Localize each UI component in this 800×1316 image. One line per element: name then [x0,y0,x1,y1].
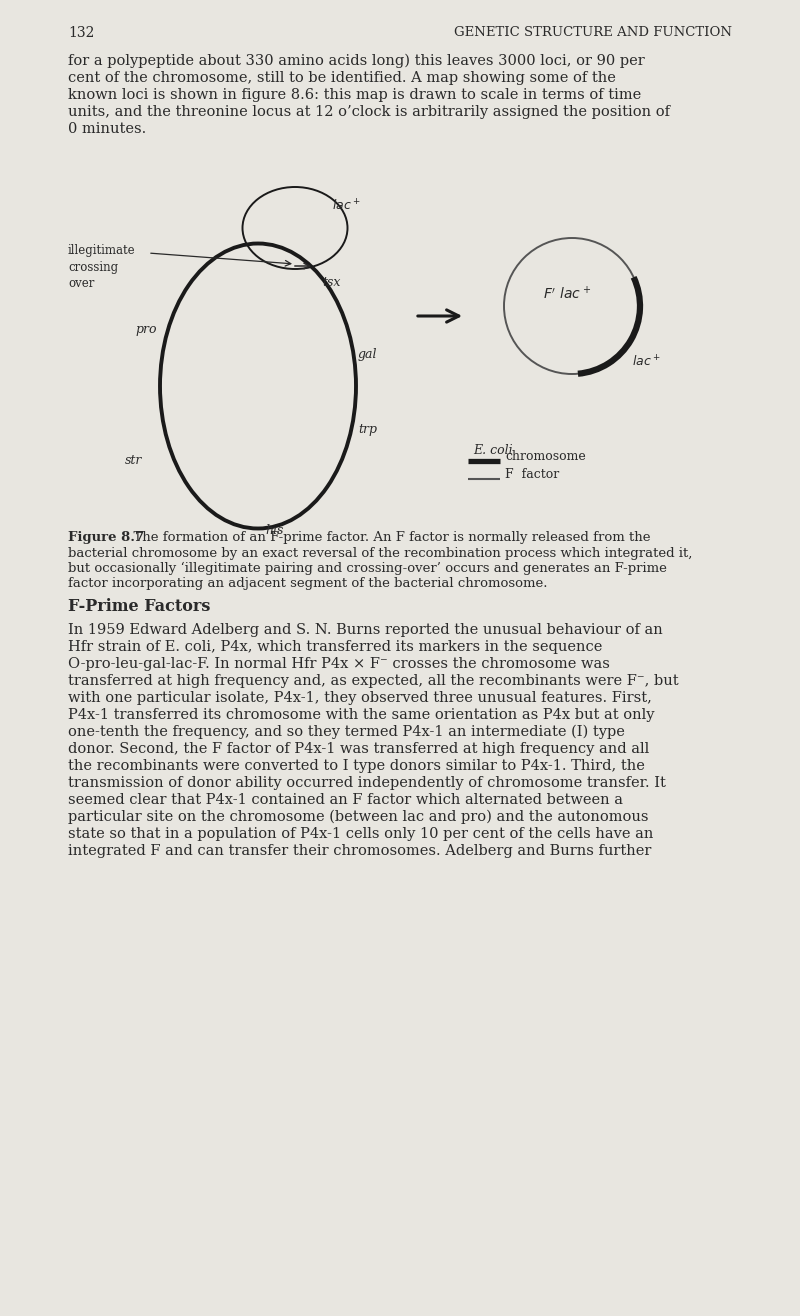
Text: str: str [125,454,142,467]
Text: GENETIC STRUCTURE AND FUNCTION: GENETIC STRUCTURE AND FUNCTION [454,26,732,39]
Text: for a polypeptide about 330 amino acids long) this leaves 3000 loci, or 90 per: for a polypeptide about 330 amino acids … [68,54,645,68]
Text: but occasionally ‘illegitimate pairing and crossing-over’ occurs and generates a: but occasionally ‘illegitimate pairing a… [68,562,667,575]
Text: trp: trp [358,422,377,436]
Text: state so that in a population of P4x-1 cells only 10 per cent of the cells have : state so that in a population of P4x-1 c… [68,826,654,841]
Text: his: his [265,524,283,537]
Text: known loci is shown in figure 8.6: this map is drawn to scale in terms of time: known loci is shown in figure 8.6: this … [68,88,642,103]
Text: bacterial chromosome by an exact reversal of the recombination process which int: bacterial chromosome by an exact reversa… [68,546,692,559]
Text: units, and the threonine locus at 12 o’clock is arbitrarily assigned the positio: units, and the threonine locus at 12 o’c… [68,105,670,118]
Text: In 1959 Edward Adelberg and S. N. Burns reported the unusual behaviour of an: In 1959 Edward Adelberg and S. N. Burns … [68,622,662,637]
Text: chromosome: chromosome [505,450,586,463]
Text: pro: pro [135,322,157,336]
Text: transmission of donor ability occurred independently of chromosome transfer. It: transmission of donor ability occurred i… [68,776,666,790]
Text: $lac^+$: $lac^+$ [332,197,361,213]
Text: Hfr strain of E. coli, P4x, which transferred its markers in the sequence: Hfr strain of E. coli, P4x, which transf… [68,640,602,654]
Text: donor. Second, the F factor of P4x-1 was transferred at high frequency and all: donor. Second, the F factor of P4x-1 was… [68,742,650,755]
Text: integrated F and can transfer their chromosomes. Adelberg and Burns further: integrated F and can transfer their chro… [68,844,651,858]
Text: gal: gal [358,347,378,361]
Text: F  factor: F factor [505,468,559,482]
Text: The formation of an F-prime factor. An F factor is normally released from the: The formation of an F-prime factor. An F… [125,530,650,544]
Text: O-pro-leu-gal-lac-F. In normal Hfr P4x × F⁻ crosses the chromosome was: O-pro-leu-gal-lac-F. In normal Hfr P4x ×… [68,657,610,671]
Text: E. coli: E. coli [473,443,513,457]
Text: tsx: tsx [322,276,340,290]
Text: the recombinants were converted to I type donors similar to P4x-1. Third, the: the recombinants were converted to I typ… [68,759,645,772]
Text: seemed clear that P4x-1 contained an F factor which alternated between a: seemed clear that P4x-1 contained an F f… [68,794,623,807]
Text: P4x-1 transferred its chromosome with the same orientation as P4x but at only: P4x-1 transferred its chromosome with th… [68,708,654,722]
Text: 132: 132 [68,26,94,39]
Text: cent of the chromosome, still to be identified. A map showing some of the: cent of the chromosome, still to be iden… [68,71,616,86]
Text: particular site on the chromosome (between lac and pro) and the autonomous: particular site on the chromosome (betwe… [68,811,649,824]
Text: illegitimate
crossing
over: illegitimate crossing over [68,243,136,290]
Text: 0 minutes.: 0 minutes. [68,122,146,136]
Text: $F'\ lac^+$: $F'\ lac^+$ [543,286,591,303]
Text: F-Prime Factors: F-Prime Factors [68,597,210,615]
Text: factor incorporating an adjacent segment of the bacterial chromosome.: factor incorporating an adjacent segment… [68,578,547,591]
Text: one-tenth the frequency, and so they termed P4x-1 an intermediate (I) type: one-tenth the frequency, and so they ter… [68,725,625,740]
Text: $lac^+$: $lac^+$ [632,354,661,370]
Text: transferred at high frequency and, as expected, all the recombinants were F⁻, bu: transferred at high frequency and, as ex… [68,674,678,688]
Text: Figure 8.7: Figure 8.7 [68,530,144,544]
Text: with one particular isolate, P4x-1, they observed three unusual features. First,: with one particular isolate, P4x-1, they… [68,691,652,705]
